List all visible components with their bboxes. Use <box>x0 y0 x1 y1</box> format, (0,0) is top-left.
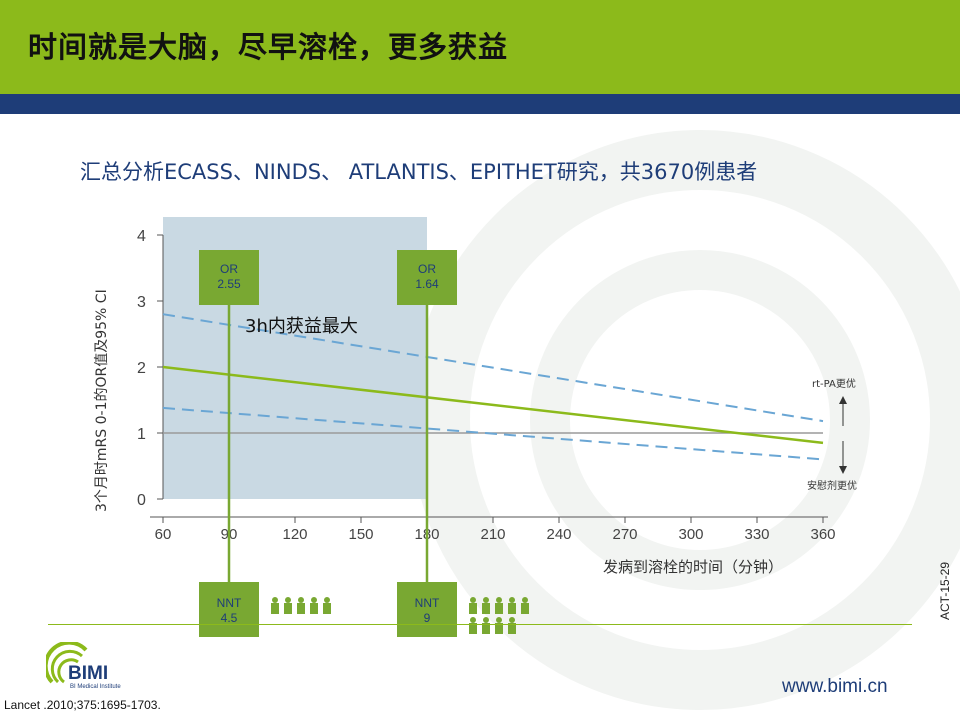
x-tick-label: 330 <box>744 526 769 543</box>
y-tick-label: 0 <box>137 492 146 509</box>
arrow-up-head <box>839 396 847 404</box>
person-head <box>285 597 291 603</box>
person-icon <box>469 597 477 614</box>
nnt-box <box>199 582 259 637</box>
x-tick-label: 270 <box>612 526 637 543</box>
annotation-top: rt-PA更优 <box>812 377 856 390</box>
slide-code: ACT-15-29 <box>938 561 952 620</box>
person-body <box>508 603 516 614</box>
person-body <box>310 603 318 614</box>
person-icon <box>521 597 529 614</box>
slide-subtitle: 汇总分析ECASS、NINDS、 ATLANTIS、EPITHET研究，共367… <box>80 160 758 184</box>
person-body <box>323 603 331 614</box>
y-tick-label: 1 <box>137 426 146 443</box>
person-head <box>324 597 330 603</box>
person-body <box>284 603 292 614</box>
person-body <box>482 603 490 614</box>
person-body <box>271 603 279 614</box>
person-body <box>495 603 503 614</box>
or-box-value: 2.55 <box>217 277 241 291</box>
x-tick-label: 300 <box>678 526 703 543</box>
x-axis-label: 发病到溶栓的时间（分钟） <box>603 558 783 576</box>
person-head <box>483 617 489 623</box>
person-head <box>509 617 515 623</box>
shaded-region-label: 3h内获益最大 <box>245 316 358 337</box>
logo-subtext: BI Medical Institute <box>70 684 121 690</box>
person-head <box>272 597 278 603</box>
person-head <box>496 617 502 623</box>
person-body <box>508 623 516 634</box>
person-icon <box>482 597 490 614</box>
header-band <box>0 0 960 94</box>
person-icon <box>508 597 516 614</box>
arrow-annotation: rt-PA更优 安慰剂更优 <box>807 377 857 492</box>
annotation-bottom: 安慰剂更优 <box>807 479 857 492</box>
nnt-box-value: 9 <box>424 611 431 625</box>
citation: Lancet .2010;375:1695-1703. <box>4 698 161 712</box>
or-box-label: OR <box>220 262 238 276</box>
y-tick-label: 4 <box>137 228 146 245</box>
person-body <box>495 623 503 634</box>
y-tick-label: 2 <box>137 360 146 377</box>
ci-lower-line <box>162 406 824 461</box>
person-icon <box>508 617 516 634</box>
person-icon <box>271 597 279 614</box>
or-box <box>199 250 259 305</box>
person-body <box>482 623 490 634</box>
person-body <box>521 603 529 614</box>
person-head <box>496 597 502 603</box>
logo-text: BIMI <box>68 663 109 684</box>
ci-upper-line <box>162 313 824 423</box>
person-body <box>297 603 305 614</box>
series-lines <box>162 313 824 461</box>
or-box <box>397 250 457 305</box>
y-tick-label: 3 <box>137 294 146 311</box>
footer-divider <box>48 624 912 625</box>
person-icon <box>495 597 503 614</box>
person-body <box>469 623 477 634</box>
person-icon <box>284 597 292 614</box>
axes: 012346090120150180210240270300330360 <box>137 228 836 543</box>
website-link[interactable]: www.bimi.cn <box>782 676 888 697</box>
or-line <box>162 365 824 445</box>
header-bar <box>0 94 960 114</box>
x-tick-label: 240 <box>546 526 571 543</box>
slide-title: 时间就是大脑，尽早溶栓，更多获益 <box>28 30 509 64</box>
person-head <box>298 597 304 603</box>
person-body <box>469 603 477 614</box>
person-icon <box>310 597 318 614</box>
x-tick-label: 210 <box>480 526 505 543</box>
person-head <box>522 597 528 603</box>
person-icon <box>495 617 503 634</box>
person-icon <box>482 617 490 634</box>
person-head <box>470 597 476 603</box>
person-icon <box>323 597 331 614</box>
person-head <box>311 597 317 603</box>
x-tick-label: 360 <box>810 526 835 543</box>
person-head <box>470 617 476 623</box>
person-icon <box>297 597 305 614</box>
nnt-box-value: 4.5 <box>221 611 238 625</box>
nnt-box-label: NNT <box>415 596 440 610</box>
x-tick-label: 120 <box>282 526 307 543</box>
or-box-label: OR <box>418 262 436 276</box>
person-icon <box>469 617 477 634</box>
nnt-box-label: NNT <box>217 596 242 610</box>
nnt-box <box>397 582 457 637</box>
arrow-down-head <box>839 466 847 474</box>
person-head <box>509 597 515 603</box>
bimi-logo-icon <box>46 642 88 684</box>
person-head <box>483 597 489 603</box>
x-tick-label: 150 <box>348 526 373 543</box>
y-axis-label: 3个月时mRS 0-1的OR值及95% CI <box>94 289 110 512</box>
x-tick-label: 60 <box>155 526 172 543</box>
or-box-value: 1.64 <box>415 277 439 291</box>
